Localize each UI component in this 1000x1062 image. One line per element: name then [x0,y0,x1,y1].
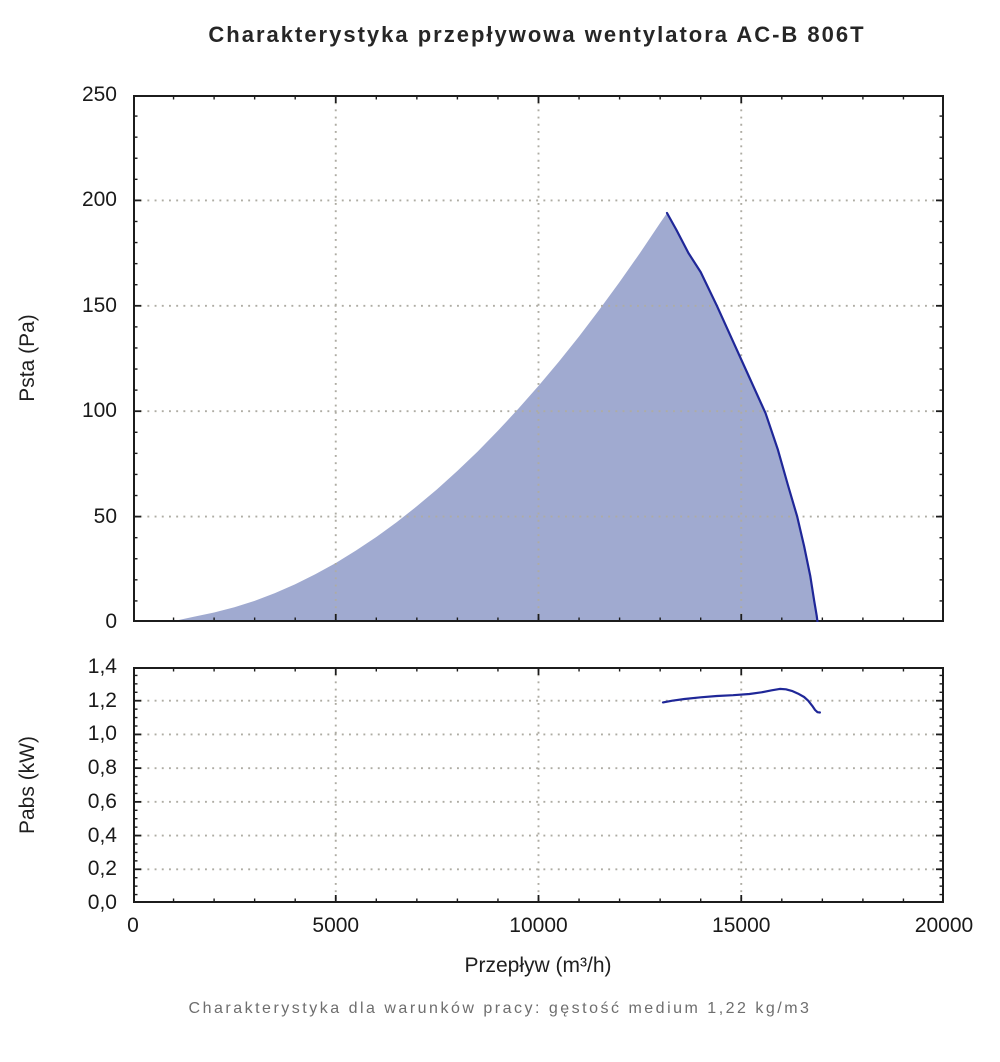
y-tick-label: 250 [81,83,117,106]
y-tick-label: 0,0 [87,891,117,914]
x-tick-label: 20000 [914,914,974,937]
psta-area [169,213,818,622]
x-tick-label: 0 [127,914,139,937]
y-tick-label: 0,4 [87,823,117,847]
plot-frame [133,95,944,622]
y-tick-label: 1,2 [87,688,117,712]
plot-frame [133,667,944,903]
x-tick-label: 5000 [312,914,360,937]
pabs-chart-canvas [132,666,945,904]
pabs-axis-label: Pabs (kW) [16,735,39,835]
y-tick-label: 0,2 [87,857,117,881]
chart-title: Charakterystyka przepływowa wentylatora … [208,22,866,47]
flow-axis-label: Przepływ (m³/h) [464,954,612,977]
psta-chart-area [132,94,945,624]
x-tick-label: 15000 [712,914,771,937]
psta-stall-line [665,211,819,624]
y-tick-label: 0,6 [87,789,117,813]
operating-conditions-caption: Charakterystyka dla warunków pracy: gęst… [188,1000,812,1017]
psta-axis-label: Psta (Pa) [16,314,39,402]
y-tick-label: 0 [105,610,117,633]
pabs-chart-area [132,666,945,904]
y-tick-label: 100 [81,399,117,423]
y-tick-label: 1,4 [87,655,117,678]
x-tick-label: 10000 [509,914,568,937]
y-tick-label: 150 [81,293,117,317]
psta-chart-canvas [132,94,945,624]
y-tick-label: 50 [93,504,117,528]
y-tick-label: 0,8 [87,756,117,780]
y-tick-label: 1,0 [87,722,117,746]
y-tick-label: 200 [81,188,117,212]
pabs-line [661,687,821,714]
